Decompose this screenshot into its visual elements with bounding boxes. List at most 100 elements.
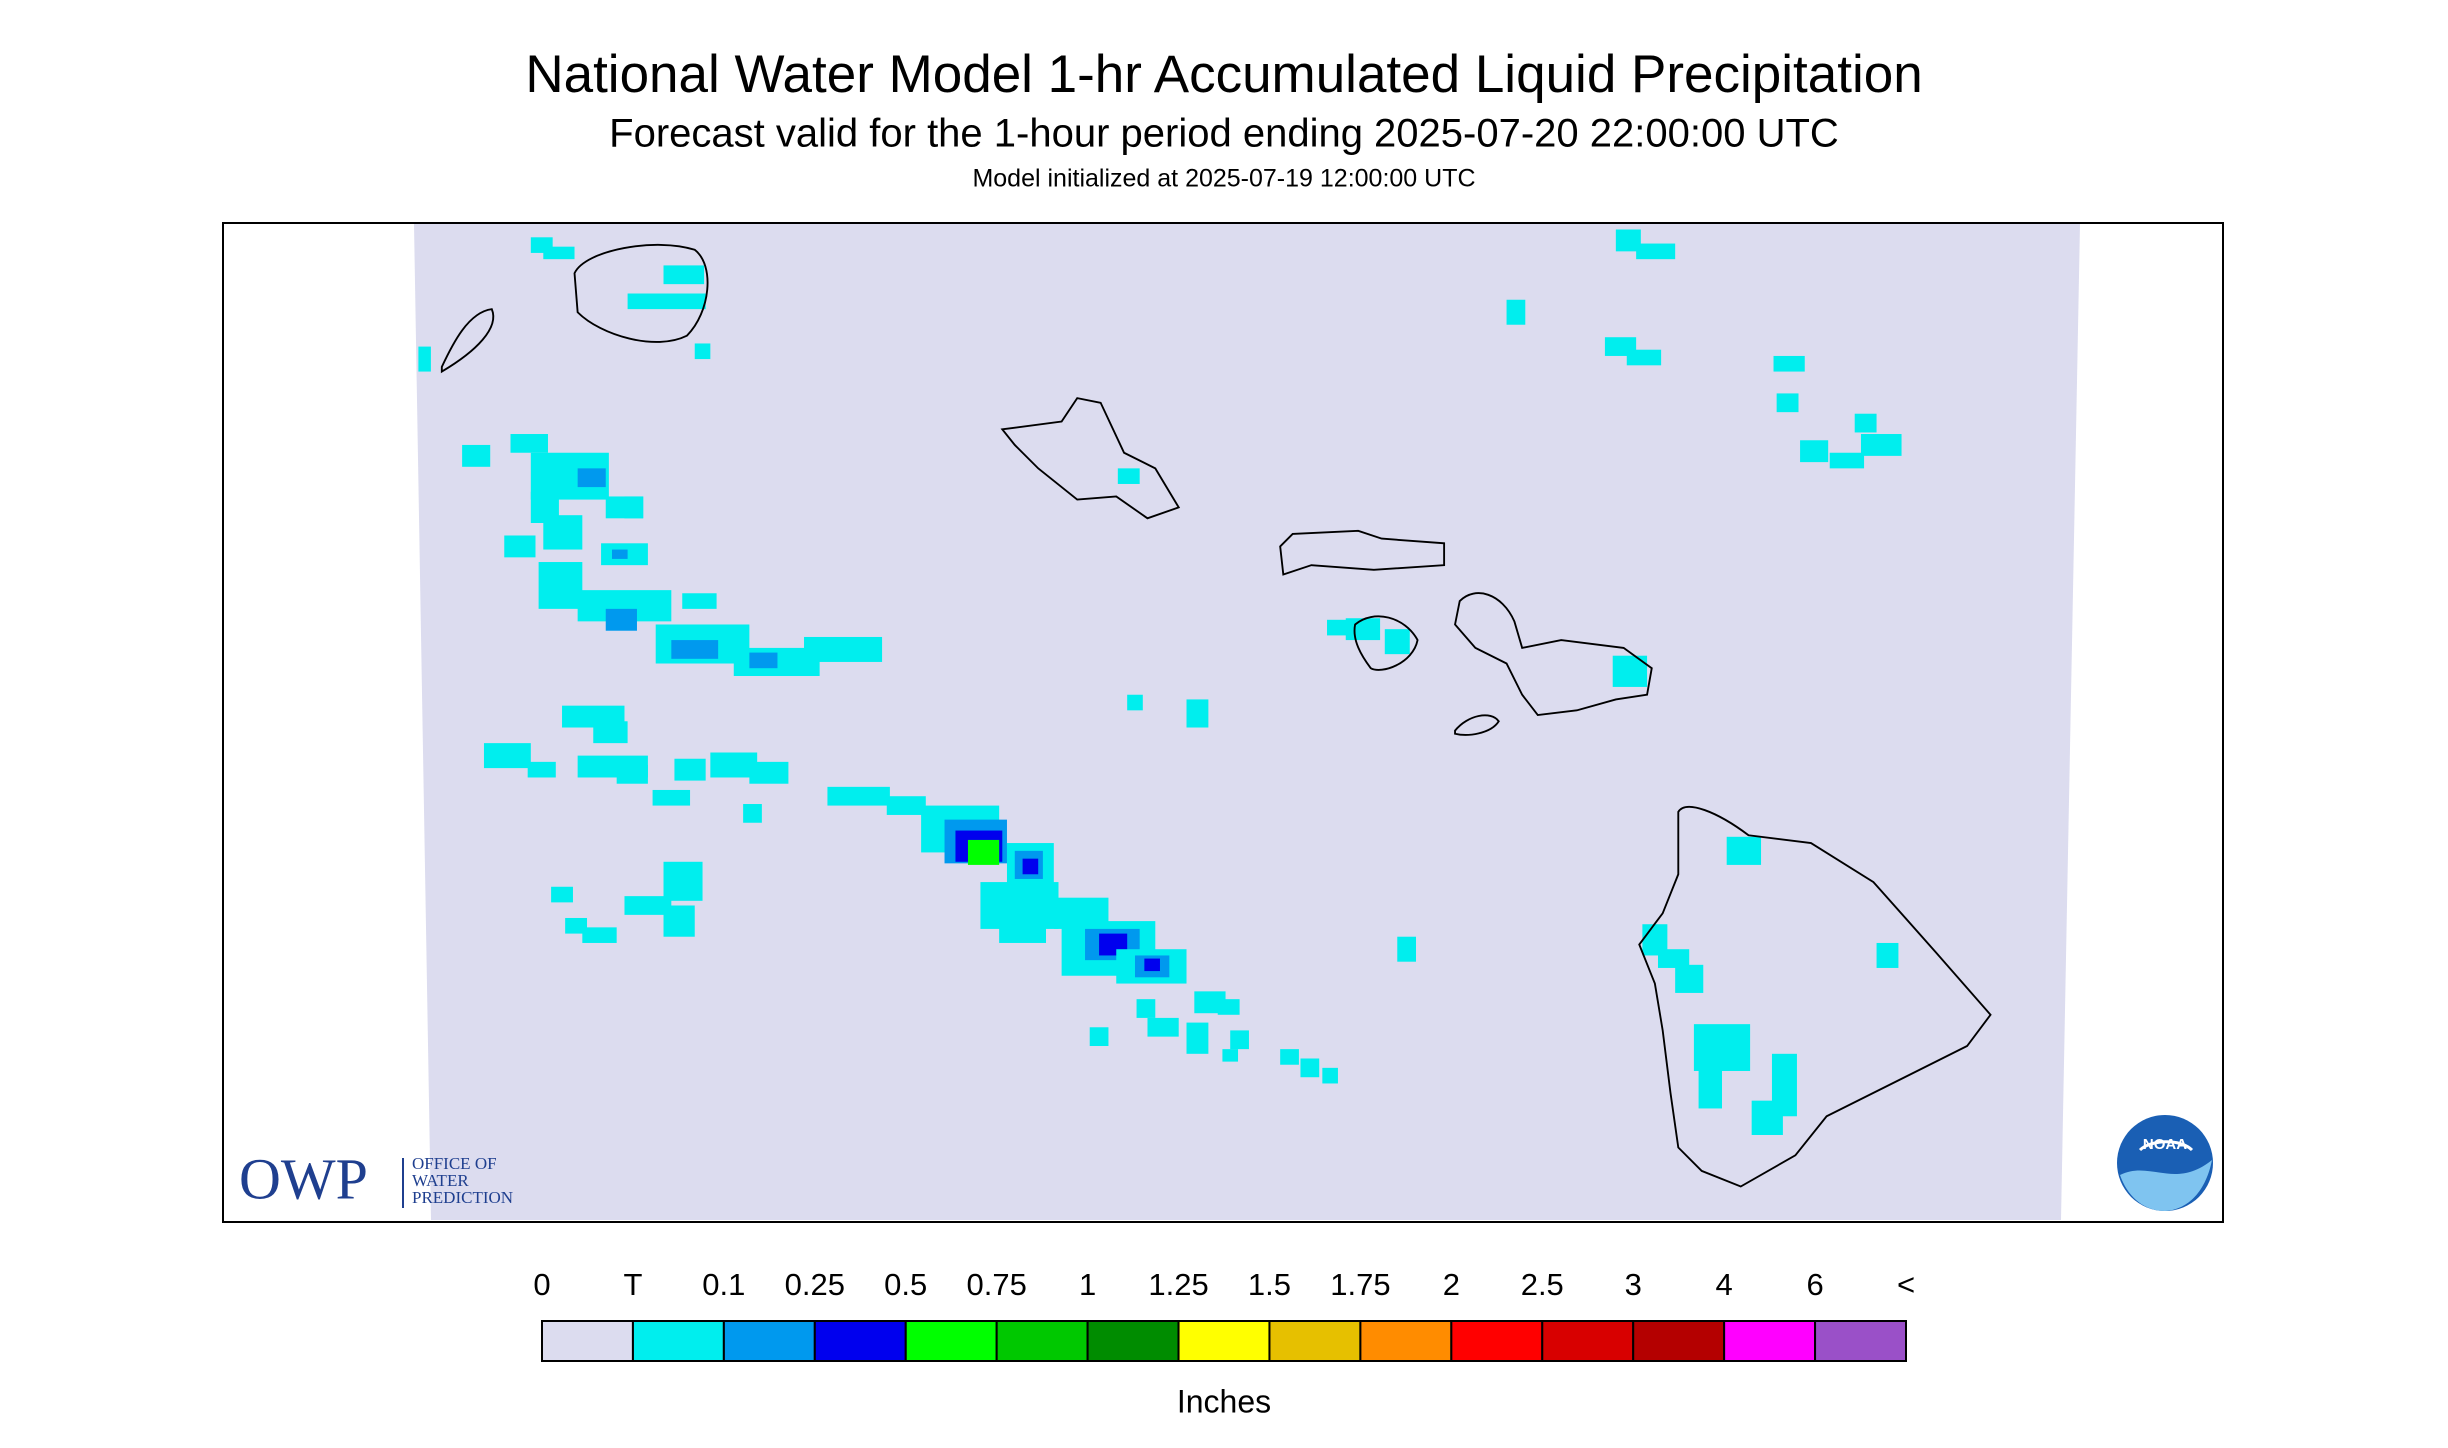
noaa-wave [2120, 1160, 2212, 1211]
precip-cell [1136, 999, 1156, 1018]
precip-cell [1147, 1017, 1179, 1037]
colorbar-swatch [1086, 1320, 1180, 1362]
colorbar-swatch [904, 1320, 998, 1362]
precip-cell [1300, 1058, 1320, 1078]
kauai [573, 243, 709, 343]
precip-cell [1829, 452, 1865, 469]
colorbar-label: 2 [1443, 1267, 1460, 1302]
precip-cell [624, 496, 644, 519]
kahoolawe [1454, 714, 1500, 736]
coastlines [440, 243, 1992, 1188]
precip-cell [674, 758, 706, 781]
colorbar-swatch [1814, 1320, 1907, 1362]
precip-cell [577, 468, 606, 488]
precip-cell [1345, 618, 1381, 641]
precip-cell [1230, 1030, 1249, 1050]
colorbar-label: 0.5 [884, 1267, 927, 1302]
colorbar: 0 T 0.1 0.25 0.5 0.75 1 1.25 1.5 1.75 2 2.5 3 4 6 < [533, 1267, 1915, 1362]
precip-cell [749, 761, 789, 784]
precip-cell [616, 764, 648, 784]
precip-cell [743, 804, 762, 823]
precip-cell [1626, 349, 1662, 366]
colorbar-swatch [722, 1320, 816, 1362]
colorbar-label: T [623, 1267, 642, 1302]
precip-cell [605, 608, 637, 631]
precip-cell [551, 886, 573, 903]
colorbar-swatch [1723, 1320, 1817, 1362]
precip-cell [504, 535, 536, 558]
colorbar-swatch [541, 1320, 634, 1362]
precip-field [418, 229, 1902, 1135]
precip-cell [543, 515, 583, 550]
precip-cell [682, 593, 717, 609]
precip-cell [1636, 243, 1676, 260]
precip-cell [1800, 440, 1829, 463]
colorbar-swatch [1450, 1320, 1544, 1362]
precip-cell [671, 640, 719, 659]
owp-name: OFFICE OF [412, 1154, 497, 1173]
precip-cell [652, 789, 691, 806]
colorbar-swatch [1177, 1320, 1271, 1362]
colorbar-label: 2.5 [1521, 1267, 1564, 1302]
precip-cell [663, 265, 705, 285]
precip-cell [1698, 1061, 1723, 1109]
precip-cell [694, 343, 711, 360]
precip-cell [1322, 1067, 1338, 1084]
niihau [440, 308, 495, 374]
precip-cell [593, 721, 628, 744]
maui [1454, 592, 1653, 717]
colorbar-swatch [1268, 1320, 1362, 1362]
colorbar-label: 0.25 [785, 1267, 845, 1302]
precip-cell [827, 786, 890, 806]
colorbar-swatch [631, 1320, 725, 1362]
precip-cell [1675, 964, 1704, 993]
precip-cell [611, 549, 628, 559]
precip-cell [624, 896, 672, 915]
colorbar-swatch [1359, 1320, 1453, 1362]
colorbar-label: 4 [1716, 1267, 1733, 1302]
colorbar-label: 0.75 [966, 1267, 1026, 1302]
precip-cell [543, 246, 575, 260]
lanai [1353, 615, 1419, 671]
precip-cell [527, 761, 556, 778]
precip-cell [804, 636, 883, 662]
noaa-text: NOAA [2143, 1136, 2187, 1153]
colorbar-label: 1 [1079, 1267, 1096, 1302]
precip-cell [483, 743, 531, 769]
precip-cell [1657, 949, 1690, 968]
precip-cell [663, 905, 695, 937]
precip-cell [1144, 958, 1160, 972]
precip-cell [565, 917, 588, 934]
precip-cell [1860, 434, 1902, 456]
owp-name: WATER [412, 1171, 469, 1190]
precip-cell [462, 444, 491, 467]
precip-cell [1194, 991, 1226, 1014]
colorbar-label: 1.25 [1148, 1267, 1208, 1302]
model-domain [414, 224, 2080, 1220]
precip-cell [1186, 1022, 1209, 1054]
precip-cell [1217, 999, 1240, 1015]
colorbar-label: 1.5 [1248, 1267, 1291, 1302]
owp-acronym: OWP [239, 1146, 368, 1211]
precip-cell [418, 346, 431, 372]
precip-cell [1117, 468, 1140, 484]
colorbar-swatch [813, 1320, 907, 1362]
precip-cell [582, 927, 617, 943]
precip-cell [1384, 629, 1410, 655]
precip-cell [663, 861, 703, 901]
title: National Water Model 1-hr Accumulated Li… [525, 45, 1922, 104]
precip-cell [1773, 355, 1805, 372]
precip-cell [1089, 1027, 1109, 1047]
precip-cell [627, 293, 706, 310]
precip-cell [1506, 299, 1526, 325]
precip-cell [749, 652, 778, 669]
precip-cell [1876, 942, 1899, 968]
precip-cell [1726, 836, 1762, 865]
colorbar-swatch [995, 1320, 1089, 1362]
precip-cell [1280, 1049, 1299, 1065]
colorbar-swatch [1632, 1320, 1726, 1362]
colorbar-label: < [1897, 1267, 1915, 1302]
precip-cell [1222, 1049, 1239, 1062]
